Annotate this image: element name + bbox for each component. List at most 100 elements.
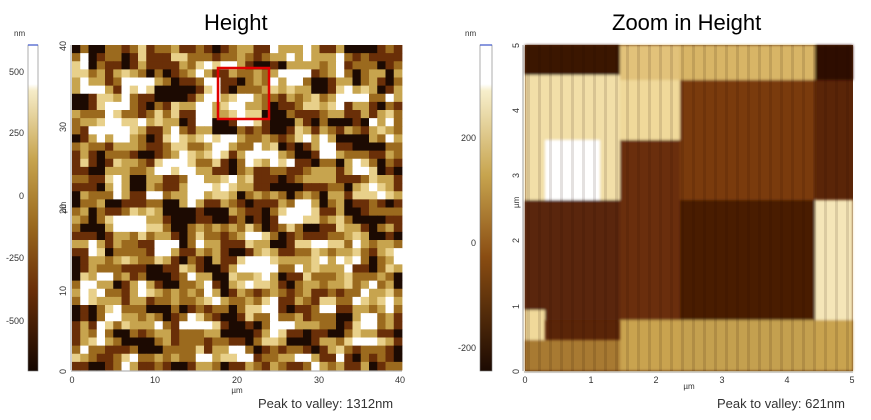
- height-map-pixel: [171, 191, 180, 200]
- height-map-pixel: [129, 248, 139, 257]
- height-map-pixel: [303, 93, 312, 103]
- left-y-tick: 20: [58, 204, 68, 214]
- height-map-pixel: [336, 296, 345, 306]
- height-map-pixel: [237, 53, 246, 62]
- height-map-pixel: [195, 321, 205, 330]
- height-map-pixel: [261, 191, 271, 200]
- height-map-pixel: [228, 150, 238, 160]
- height-map-pixel: [369, 142, 378, 152]
- height-map-pixel: [96, 183, 106, 192]
- height-map-pixel: [377, 264, 386, 273]
- height-map-pixel: [294, 215, 304, 225]
- height-map-pixel: [146, 337, 155, 347]
- height-map-pixel: [319, 337, 329, 347]
- height-map-pixel: [303, 272, 312, 282]
- height-map-pixel: [377, 353, 386, 363]
- height-map-pixel: [369, 305, 378, 314]
- height-map-pixel: [105, 345, 114, 355]
- height-map-pixel: [261, 321, 271, 330]
- height-map-pixel: [113, 93, 122, 103]
- height-map-pixel: [327, 126, 337, 135]
- height-map-pixel: [80, 158, 89, 168]
- height-map-pixel: [138, 85, 147, 95]
- height-map-pixel: [261, 118, 271, 127]
- height-map-pixel: [369, 231, 378, 241]
- height-map-pixel: [377, 110, 386, 119]
- height-map-pixel: [327, 199, 337, 208]
- height-map-pixel: [179, 69, 188, 78]
- height-map-pixel: [195, 313, 205, 322]
- right-x-tick: 5: [849, 375, 854, 385]
- height-map-pixel: [319, 272, 329, 282]
- height-map-pixel: [228, 313, 238, 322]
- height-map-pixel: [237, 101, 246, 111]
- height-map-pixel: [294, 53, 304, 62]
- height-map-pixel: [113, 240, 122, 249]
- height-map-pixel: [245, 191, 254, 200]
- height-map-pixel: [311, 305, 320, 314]
- height-map-pixel: [286, 256, 296, 265]
- height-map-pixel: [336, 183, 345, 192]
- height-map-pixel: [261, 231, 271, 241]
- height-map-pixel: [270, 280, 279, 290]
- height-map-pixel: [237, 69, 246, 78]
- height-map-pixel: [278, 345, 287, 355]
- height-map-pixel: [286, 61, 296, 70]
- height-map-pixel: [352, 329, 362, 338]
- height-map-pixel: [327, 361, 337, 371]
- height-map-pixel: [294, 296, 304, 306]
- height-map-pixel: [195, 118, 205, 127]
- height-map-pixel: [96, 313, 106, 322]
- height-map-pixel: [270, 353, 279, 363]
- height-map-pixel: [113, 150, 122, 160]
- height-map-pixel: [311, 329, 320, 338]
- height-map-pixel: [385, 61, 395, 70]
- height-map-pixel: [311, 166, 320, 176]
- height-map-pixel: [261, 85, 271, 95]
- height-map-pixel: [245, 142, 254, 152]
- height-map-pixel: [162, 110, 172, 119]
- height-map-pixel: [237, 134, 246, 143]
- height-map-pixel: [286, 231, 296, 241]
- height-map-pixel: [162, 126, 172, 135]
- height-map-pixel: [393, 345, 403, 355]
- height-map-pixel: [228, 256, 238, 265]
- height-map-pixel: [278, 272, 287, 282]
- height-map-pixel: [105, 240, 114, 249]
- height-map-pixel: [327, 158, 337, 168]
- height-map-pixel: [80, 288, 89, 298]
- height-map-pixel: [286, 110, 296, 119]
- height-map-pixel: [344, 45, 353, 54]
- height-map-pixel: [393, 199, 403, 208]
- height-map-pixel: [278, 134, 287, 143]
- height-map-pixel: [270, 77, 279, 87]
- height-map-pixel: [393, 215, 403, 225]
- height-map-pixel: [129, 272, 139, 282]
- height-map-pixel: [327, 215, 337, 225]
- height-map-pixel: [393, 134, 403, 143]
- height-map-pixel: [121, 134, 131, 143]
- height-map-pixel: [121, 126, 131, 135]
- height-map-pixel: [377, 337, 386, 347]
- height-map-pixel: [352, 45, 362, 54]
- height-map-pixel: [220, 126, 230, 135]
- height-map-pixel: [121, 240, 131, 249]
- height-map-pixel: [228, 207, 238, 217]
- height-map-pixel: [237, 240, 246, 249]
- height-map-pixel: [336, 305, 345, 314]
- height-map-pixel: [154, 191, 164, 200]
- height-map-pixel: [369, 240, 378, 249]
- height-map-pixel: [228, 231, 238, 241]
- height-map-pixel: [220, 361, 230, 371]
- height-map-pixel: [253, 93, 263, 103]
- height-map-pixel: [162, 223, 172, 233]
- height-map-pixel: [261, 158, 271, 168]
- height-map-pixel: [278, 101, 287, 111]
- height-map-pixel: [360, 118, 370, 127]
- height-map-pixel: [377, 256, 386, 265]
- height-map-pixel: [171, 353, 180, 363]
- left-x-axis-label: µm: [231, 386, 243, 395]
- right-x-tick: 3: [719, 375, 724, 385]
- height-map-pixel: [360, 223, 370, 233]
- height-map-pixel: [352, 69, 362, 78]
